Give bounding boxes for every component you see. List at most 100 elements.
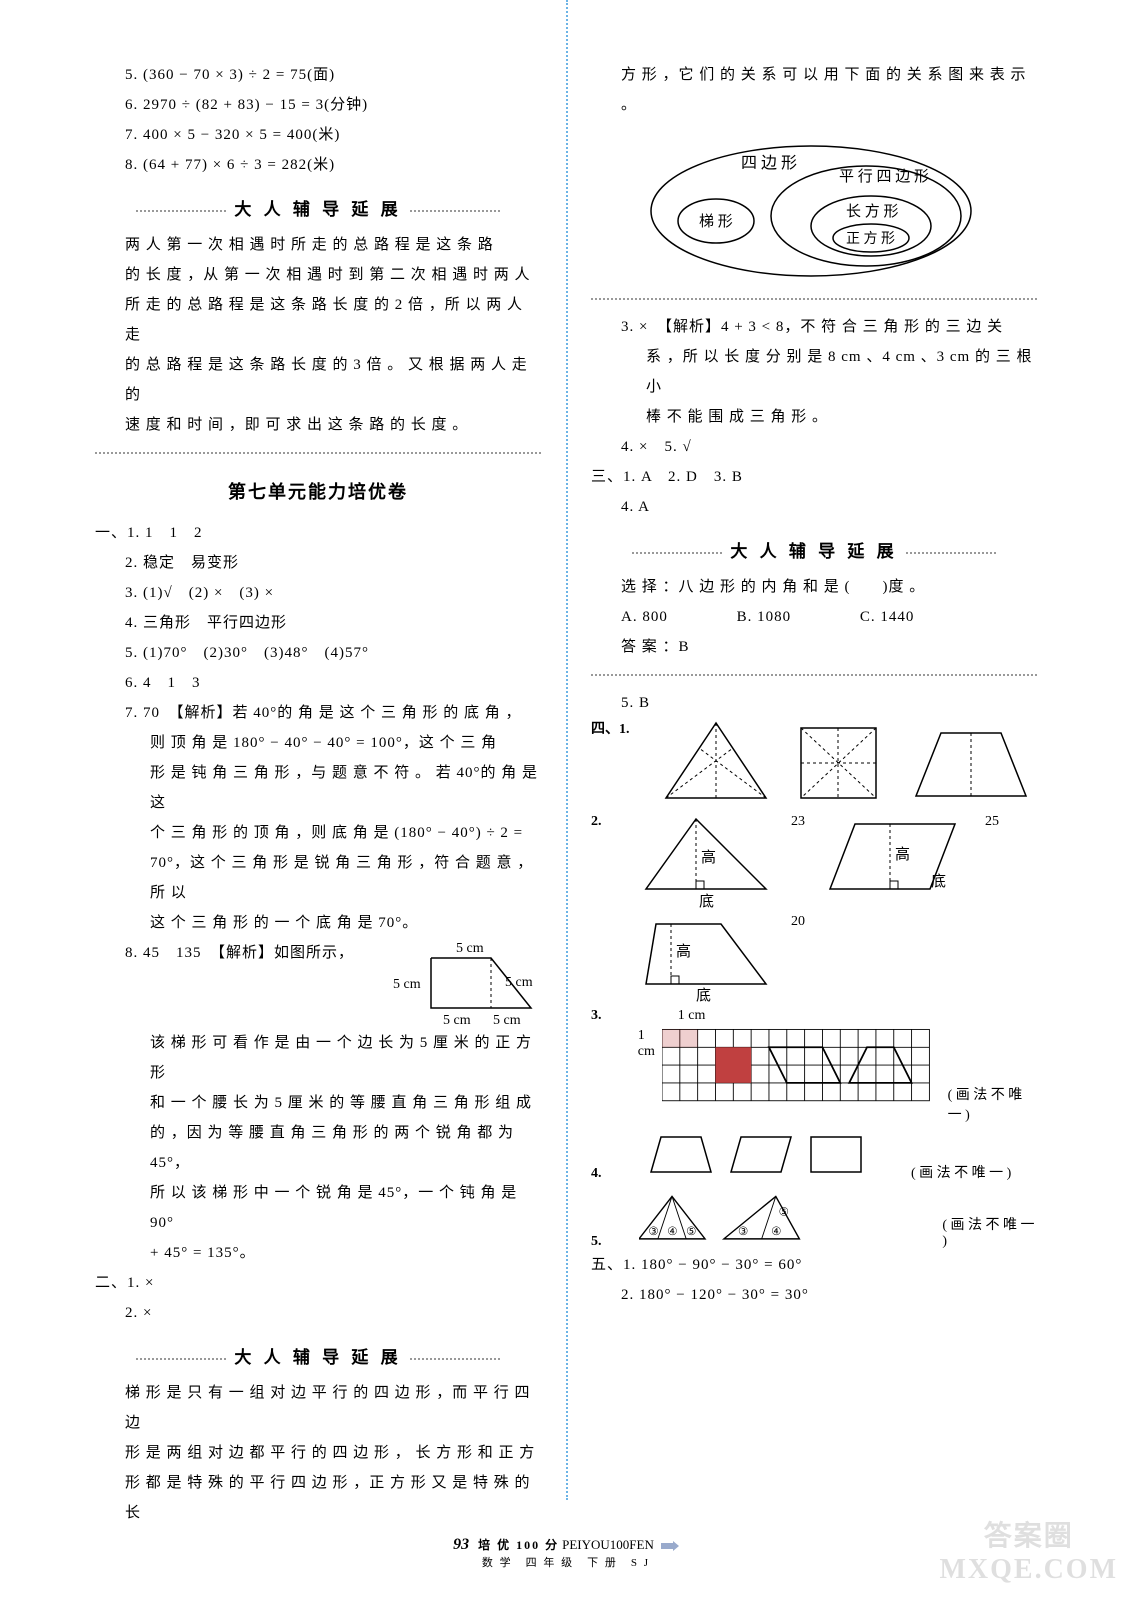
eq-5: 5. (360 − 70 × 3) ÷ 2 = 75(面) bbox=[95, 60, 541, 90]
r-q3c: 棒 不 能 围 成 三 角 形 。 bbox=[591, 402, 1037, 432]
optA: A. 800 bbox=[621, 609, 668, 625]
quiz-prompt: 选 择 ：八 边 形 的 内 角 和 是 ( )度 。 bbox=[591, 572, 1037, 602]
four2-label: 2. bbox=[591, 814, 621, 830]
svg-text:5 cm: 5 cm bbox=[393, 977, 421, 992]
r-q3a: 3. × 【解析】4 + 3 < 8，不 符 合 三 角 形 的 三 边 关 bbox=[591, 312, 1037, 342]
svg-text:长 方 形: 长 方 形 bbox=[846, 203, 899, 220]
a-3: 3. (1)√ (2) × (3) × bbox=[95, 578, 541, 608]
guide1-l3: 所 走 的 总 路 程 是 这 条 路 长 度 的 2 倍 ，所 以 两 人 走 bbox=[95, 290, 541, 350]
a-4: 4. 三角形 平行四边形 bbox=[95, 608, 541, 638]
guide2-l1: 梯 形 是 只 有 一 组 对 边 平 行 的 四 边 形 ，而 平 行 四 边 bbox=[95, 1378, 541, 1438]
svg-text:5 cm: 5 cm bbox=[443, 1013, 471, 1028]
a-7b: 则 顶 角 是 180° − 40° − 40° = 100°，这 个 三 角 bbox=[95, 728, 541, 758]
r-topline: 方 形 ，它 们 的 关 系 可 以 用 下 面 的 关 系 图 来 表 示 。 bbox=[591, 60, 1037, 120]
eq-8: 8. (64 + 77) × 6 ÷ 3 = 282(米) bbox=[95, 150, 541, 180]
sep-r1 bbox=[591, 298, 1037, 300]
a-7e: 70°，这 个 三 角 形 是 锐 角 三 角 形 ，符 合 题 意 ，所 以 bbox=[95, 848, 541, 908]
columns: 5. (360 − 70 × 3) ÷ 2 = 75(面) 6. 2970 ÷ … bbox=[80, 60, 1052, 1500]
footer-title: 培 优 100 分 bbox=[478, 1538, 559, 1552]
a-1: 一、1. 1 1 2 bbox=[95, 518, 541, 548]
r-three4: 4. A bbox=[591, 492, 1037, 522]
four4-note: ( 画 法 不 唯 一 ) bbox=[911, 1162, 1011, 1182]
svg-text:正 方 形: 正 方 形 bbox=[846, 231, 895, 247]
guide-banner-2: 大 人 辅 导 延 展 bbox=[95, 1343, 541, 1368]
svg-text:⑤: ⑤ bbox=[779, 1206, 789, 1218]
trapezoid-figure: 5 cm 5 cm 5 cm 5 cm 5 cm bbox=[391, 938, 541, 1028]
four5-note: ( 画 法 不 唯 一 ) bbox=[942, 1214, 1037, 1250]
four4-label: 4. bbox=[591, 1166, 621, 1182]
five-2: 2. 180° − 120° − 30° = 30° bbox=[591, 1280, 1037, 1310]
r-q45: 4. × 5. √ bbox=[591, 432, 1037, 462]
four1-label: 四、1. bbox=[591, 718, 641, 738]
a-8-row: 8. 45 135 【解析】如图所示， 5 cm 5 cm 5 cm 5 cm … bbox=[95, 938, 541, 1028]
svg-text:⑤: ⑤ bbox=[686, 1226, 696, 1238]
a-8e: 所 以 该 梯 形 中 一 个 锐 角 是 45°，一 个 钝 角 是 90° bbox=[95, 1178, 541, 1238]
wm-l1: 答案圈 bbox=[939, 1514, 1118, 1554]
b-1: 二、1. × bbox=[95, 1268, 541, 1298]
a-8d: 的 ，因 为 等 腰 直 角 三 角 形 的 两 个 锐 角 都 为 45°， bbox=[95, 1118, 541, 1178]
guide1-l1: 两 人 第 一 次 相 遇 时 所 走 的 总 路 程 是 这 条 路 bbox=[95, 230, 541, 260]
a-8f: + 45° = 135°。 bbox=[95, 1238, 541, 1268]
four2-triangle: 高 底 bbox=[641, 814, 771, 914]
a-8: 8. 45 135 【解析】如图所示， bbox=[95, 938, 371, 968]
r-three: 三、1. A 2. D 3. B bbox=[591, 462, 1037, 492]
svg-text:③: ③ bbox=[649, 1226, 659, 1238]
svg-text:底: 底 bbox=[699, 893, 714, 910]
four-4-row: 4. ( 画 法 不 唯 一 ) bbox=[591, 1132, 1037, 1182]
four3-top: 1 cm bbox=[678, 1008, 1037, 1024]
r-q3b: 系 ，所 以 长 度 分 别 是 8 cm 、4 cm 、3 cm 的 三 根 … bbox=[591, 342, 1037, 402]
eq-6: 6. 2970 ÷ (82 + 83) − 15 = 3(分钟) bbox=[95, 90, 541, 120]
n25: 25 bbox=[985, 814, 999, 830]
r-q5b: 5. B bbox=[591, 688, 1037, 718]
quiz-ans: 答 案 ：B bbox=[591, 632, 1037, 662]
b-2: 2. × bbox=[95, 1298, 541, 1328]
optC: C. 1440 bbox=[860, 609, 915, 625]
four3-left: 1 cm bbox=[638, 1028, 663, 1060]
four-2-row: 2. 高 底 23 高 bbox=[591, 814, 1037, 914]
svg-text:高: 高 bbox=[701, 849, 716, 866]
a-8c: 和 一 个 腰 长 为 5 厘 米 的 等 腰 直 角 三 角 形 组 成 bbox=[95, 1088, 541, 1118]
a-2: 2. 稳定 易变形 bbox=[95, 548, 541, 578]
four-5-row: 5. ③ ④ ⑤ ③ ④ ⑤ ( 画 法 不 唯 一 ) bbox=[591, 1190, 1037, 1250]
unit-title: 第七单元能力培优卷 bbox=[95, 478, 541, 504]
four2-parallelogram: 高 底 bbox=[825, 814, 965, 904]
svg-text:四 边 形: 四 边 形 bbox=[741, 154, 797, 172]
four1-triangle bbox=[661, 718, 771, 808]
svg-text:底: 底 bbox=[696, 987, 711, 1004]
guide2-l2: 形 是 两 组 对 边 都 平 行 的 四 边 形 ， 长 方 形 和 正 方 bbox=[95, 1438, 541, 1468]
four3-note: ( 画 法 不 唯 一 ) bbox=[948, 1084, 1037, 1124]
guide-banner-1: 大 人 辅 导 延 展 bbox=[95, 195, 541, 220]
quiz-options: A. 800 B. 1080 C. 1440 bbox=[591, 602, 1037, 632]
four-1-row: 四、1. bbox=[591, 718, 1037, 808]
right-column: 方 形 ，它 们 的 关 系 可 以 用 下 面 的 关 系 图 来 表 示 。… bbox=[566, 60, 1052, 1500]
arrow-icon bbox=[661, 1541, 679, 1551]
watermark: 答案圈 MXQE.COM bbox=[939, 1514, 1118, 1586]
guide-banner-3: 大 人 辅 导 延 展 bbox=[591, 537, 1037, 562]
n20: 20 bbox=[791, 914, 805, 930]
svg-text:高: 高 bbox=[895, 846, 910, 863]
venn-diagram: 四 边 形 平 行 四 边 形 长 方 形 正 方 形 梯 形 bbox=[621, 126, 1037, 286]
eq-7: 7. 400 × 5 − 320 × 5 = 400(米) bbox=[95, 120, 541, 150]
four3-label: 3. bbox=[591, 1008, 618, 1024]
a-7d: 个 三 角 形 的 顶 角 ，则 底 角 是 (180° − 40°) ÷ 2 … bbox=[95, 818, 541, 848]
a-6: 6. 4 1 3 bbox=[95, 668, 541, 698]
sep-1 bbox=[95, 452, 541, 454]
svg-text:高: 高 bbox=[676, 943, 691, 960]
left-column: 5. (360 − 70 × 3) ÷ 2 = 75(面) 6. 2970 ÷ … bbox=[80, 60, 566, 1500]
four4-shapes bbox=[641, 1132, 891, 1182]
a-5: 5. (1)70° (2)30° (3)48° (4)57° bbox=[95, 638, 541, 668]
four2-trap: 高 底 bbox=[641, 914, 771, 1004]
four1-trap bbox=[911, 718, 1031, 808]
a-7: 7. 70 【解析】若 40°的 角 是 这 个 三 角 形 的 底 角 ， bbox=[95, 698, 541, 728]
guide1-l2: 的 长 度 ，从 第 一 次 相 遇 时 到 第 二 次 相 遇 时 两 人 bbox=[95, 260, 541, 290]
page-number: 93 bbox=[453, 1536, 469, 1554]
svg-text:④: ④ bbox=[771, 1226, 781, 1238]
guide1-l5: 速 度 和 时 间 ，即 可 求 出 这 条 路 的 长 度 。 bbox=[95, 410, 541, 440]
optB: B. 1080 bbox=[737, 609, 792, 625]
four5-label: 5. bbox=[591, 1234, 619, 1250]
page: 5. (360 − 70 × 3) ÷ 2 = 75(面) 6. 2970 ÷ … bbox=[0, 0, 1132, 1600]
svg-text:底: 底 bbox=[931, 873, 946, 890]
svg-text:5 cm: 5 cm bbox=[493, 1013, 521, 1028]
svg-text:③: ③ bbox=[738, 1226, 748, 1238]
wm-l2: MXQE.COM bbox=[939, 1554, 1118, 1586]
